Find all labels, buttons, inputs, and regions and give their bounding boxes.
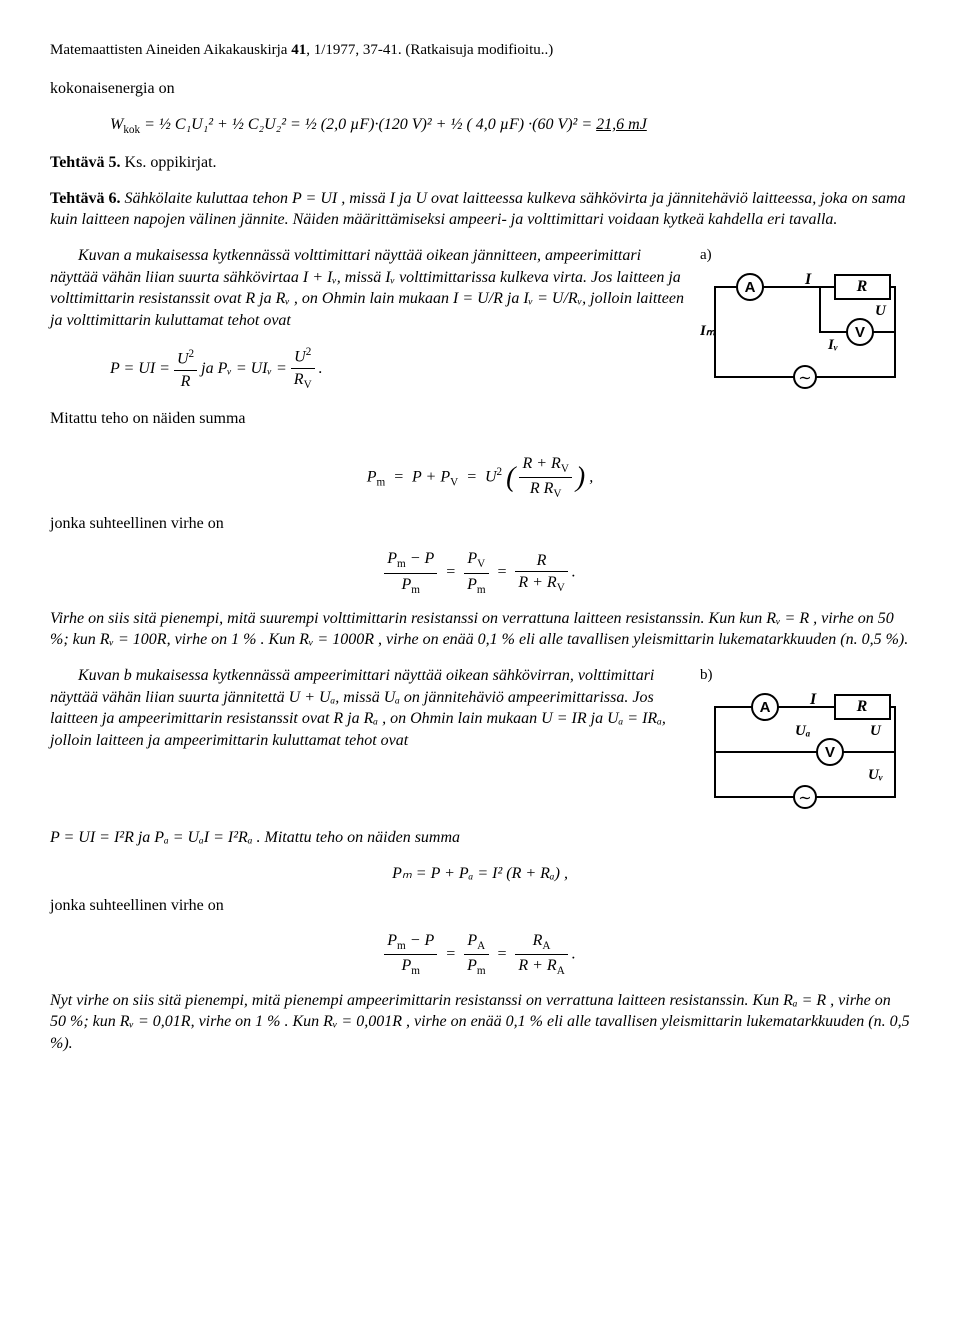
eq-result: 21,6 mJ (596, 116, 647, 133)
t5-text: Ks. oppikirjat. (121, 154, 217, 171)
fig-a-label: a) (700, 245, 910, 265)
section-b-row: Kuvan b mukaisessa kytkennässä ampeerimi… (50, 665, 910, 827)
ac-label: ∼ (798, 370, 811, 387)
tehtava-6-p1: Tehtävä 6. Sähkölaite kuluttaa tehon P =… (50, 188, 910, 231)
eq-sub: kok (123, 124, 140, 136)
para-b: Kuvan b mukaisessa kytkennässä ampeerimi… (50, 665, 685, 751)
virhe-b: Nyt virhe on siis sitä pienempi, mitä pi… (50, 990, 910, 1055)
eq-lhs: W (110, 116, 123, 133)
voltmeter-label-b: V (825, 744, 835, 761)
eq-p-pv: P = UI = U2R ja Pᵥ = UIᵥ = U2RV . (110, 345, 685, 393)
uv-label: Uᵥ (868, 767, 883, 783)
eq-pa-line: P = UI = I²R ja Pₐ = UₐI = I²Rₐ . Mitatt… (50, 827, 910, 849)
eq-pv-pre: P = UI = (110, 360, 174, 377)
equation-wkok: Wkok = ½ C₁U₁² + ½ C₂U₂² = ½ (2,0 µF)·(1… (110, 114, 910, 138)
t6-label: Tehtävä 6. (50, 190, 121, 207)
t5-label: Tehtävä 5. (50, 154, 121, 171)
rel-label-b: jonka suhteellinen virhe on (50, 895, 910, 917)
intro-text: kokonaisenergia on (50, 78, 910, 100)
rel-label-a: jonka suhteellinen virhe on (50, 513, 910, 535)
i-label: I (804, 271, 812, 288)
r-label-b: R (856, 698, 868, 715)
eq-rel-a: Pm − PPm = PVPm = RR + RV . (50, 548, 910, 598)
voltmeter-label: V (855, 324, 865, 341)
journal-vol: 41 (291, 42, 306, 58)
eq-pm-sum-a: Pm = P + PV = U2 ( R + RVR RV ) , (50, 453, 910, 503)
virhe-a: Virhe on siis sitä pienempi, mitä suurem… (50, 608, 910, 651)
sum-label: Mitattu teho on näiden summa (50, 408, 685, 430)
ammeter-label: A (745, 279, 756, 296)
u-label-b: U (870, 723, 882, 739)
circuit-a-svg: A V R I U Iₘ Iᵥ ∼ (700, 267, 910, 407)
circuit-b-svg: A V R I U Uₐ Uᵥ ∼ (700, 687, 910, 827)
journal-issue: , 1/1977, 37-41. (Ratkaisuja modifioitu.… (306, 42, 553, 58)
im-label: Iₘ (700, 323, 716, 339)
r-label: R (856, 278, 868, 295)
t6-p1-text: Sähkölaite kuluttaa tehon P = UI , missä… (50, 190, 906, 229)
fig-b-label: b) (700, 665, 910, 685)
para-a: Kuvan a mukaisessa kytkennässä volttimit… (50, 245, 685, 331)
i-label-b: I (809, 691, 817, 708)
figure-b: b) A V R I U Uₐ Uᵥ ∼ (700, 665, 910, 827)
u-label: U (875, 303, 887, 319)
eq-body: = ½ C₁U₁² + ½ C₂U₂² = ½ (2,0 µF)·(120 V)… (140, 116, 596, 133)
eq-pv-end: . (319, 360, 323, 377)
iv-label: Iᵥ (827, 337, 838, 353)
ua-label: Uₐ (795, 723, 811, 739)
tehtava-5: Tehtävä 5. Ks. oppikirjat. (50, 152, 910, 174)
eq-pv-mid: ja Pᵥ = UIᵥ = (201, 360, 291, 377)
section-a-row: Kuvan a mukaisessa kytkennässä volttimit… (50, 245, 910, 443)
ac-label-b: ∼ (798, 790, 811, 807)
figure-a: a) A V R I U Iₘ Iᵥ ∼ (700, 245, 910, 407)
eq-rel-b: Pm − PPm = PAPm = RAR + RA . (50, 930, 910, 980)
ammeter-label-b: A (760, 699, 771, 716)
page-header: Matemaattisten Aineiden Aikakauskirja 41… (50, 40, 910, 60)
eq-sum-b: Pₘ = P + Pₐ = I² (R + Rₐ) , (50, 863, 910, 885)
journal-name: Matemaattisten Aineiden Aikakauskirja (50, 42, 291, 58)
